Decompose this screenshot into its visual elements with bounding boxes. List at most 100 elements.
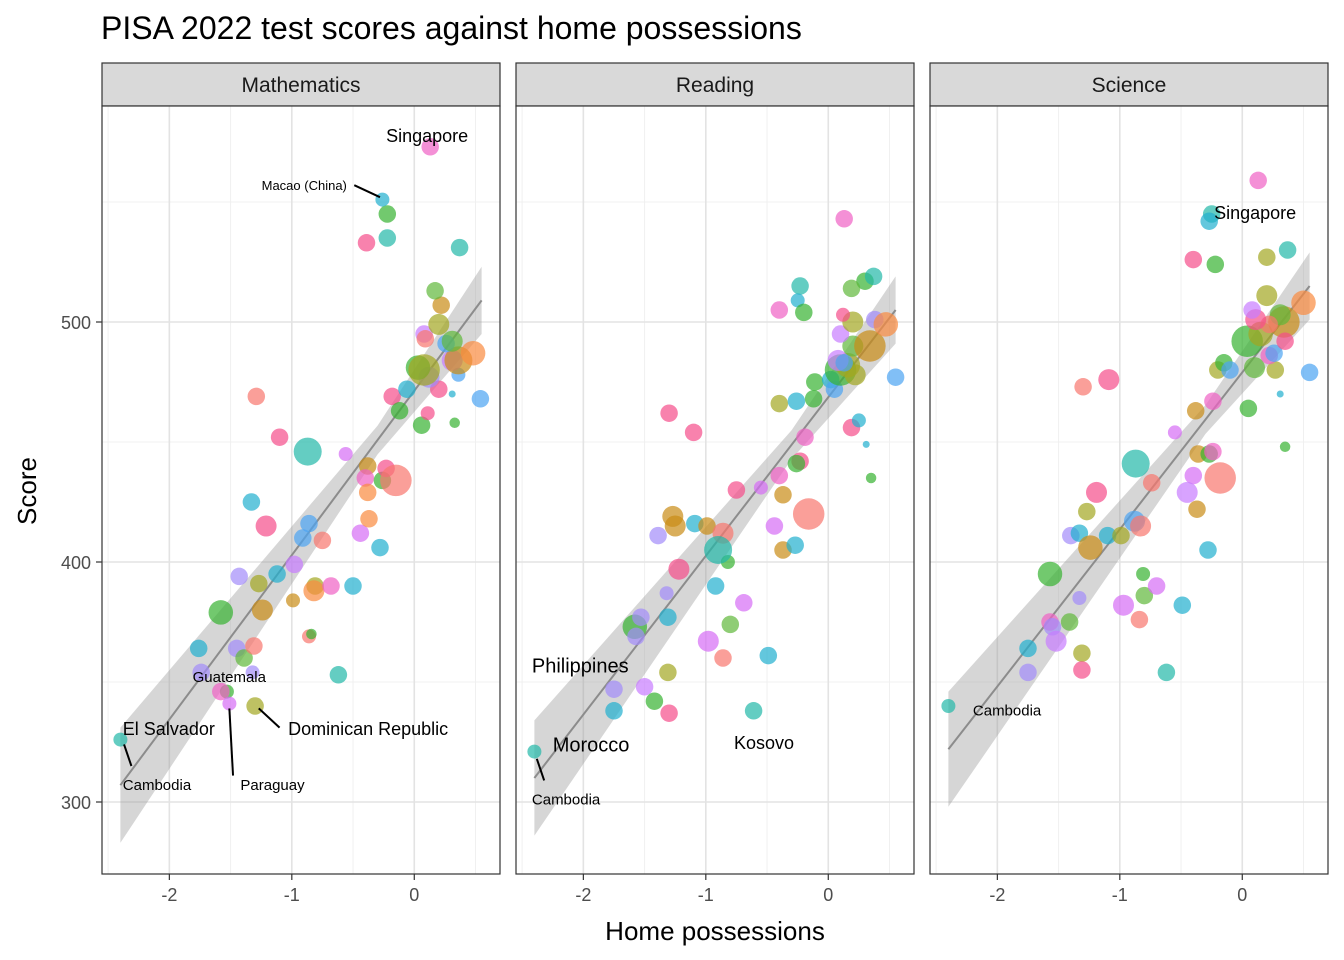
data-point <box>1136 567 1151 581</box>
point-label: El Salvador <box>123 719 215 739</box>
data-point <box>1204 392 1222 410</box>
x-tick-label: -1 <box>1112 885 1128 905</box>
facet-strip-label: Mathematics <box>241 74 360 97</box>
data-point <box>378 229 397 247</box>
data-point <box>660 404 678 422</box>
data-point <box>398 380 416 398</box>
facet-panels: Mathematics Singapore Macao (China) Guatema… <box>61 62 1329 905</box>
panel-border <box>515 105 915 875</box>
facet-strip-label: Reading <box>676 74 754 97</box>
data-point <box>432 296 450 314</box>
data-point <box>1135 586 1154 605</box>
data-point <box>659 586 674 601</box>
data-point <box>1258 248 1276 266</box>
data-point <box>1276 390 1284 398</box>
data-point <box>1266 361 1285 379</box>
data-point <box>765 517 784 535</box>
data-point <box>450 238 469 257</box>
data-point <box>313 531 332 550</box>
point-label: Cambodia <box>123 777 192 794</box>
data-point <box>1142 474 1161 492</box>
data-point <box>351 524 370 542</box>
data-point <box>659 608 677 626</box>
data-point <box>1098 369 1120 391</box>
data-point <box>744 702 763 720</box>
data-point <box>727 481 746 499</box>
data-point <box>831 325 850 343</box>
data-point <box>378 205 397 223</box>
data-point <box>864 267 883 286</box>
data-point <box>1291 290 1316 316</box>
data-point <box>714 649 732 667</box>
data-point <box>306 628 317 640</box>
data-point <box>854 330 886 362</box>
data-point <box>449 417 460 429</box>
facet-strip <box>101 62 501 107</box>
y-tick-label: 400 <box>61 553 91 573</box>
x-tick-label: 0 <box>823 885 833 905</box>
data-point <box>706 577 725 595</box>
data-point <box>1072 591 1087 605</box>
data-point <box>293 437 322 466</box>
point-label: Guatemala <box>193 669 267 686</box>
panel-background <box>930 106 1328 874</box>
data-point <box>787 454 806 473</box>
data-point <box>255 515 277 537</box>
data-point <box>795 303 813 322</box>
data-point <box>1086 481 1107 503</box>
data-point <box>774 486 792 504</box>
point-label: Singapore <box>1214 203 1296 223</box>
data-point <box>1078 502 1096 521</box>
data-point <box>941 699 956 713</box>
data-point <box>230 567 248 586</box>
data-point <box>835 210 853 228</box>
data-point <box>1243 301 1261 319</box>
data-point <box>1300 363 1319 382</box>
data-point <box>1249 171 1267 190</box>
data-point <box>792 498 825 530</box>
data-point <box>735 594 753 612</box>
data-point <box>1204 442 1222 461</box>
data-point <box>408 354 440 386</box>
data-point <box>303 580 325 602</box>
data-point <box>873 312 899 337</box>
data-point <box>796 428 814 446</box>
data-point <box>1112 526 1130 545</box>
data-point <box>192 663 210 682</box>
data-point <box>344 577 362 595</box>
data-point <box>1073 644 1091 662</box>
data-point <box>806 373 824 391</box>
data-point <box>1078 535 1103 560</box>
label-leader-line <box>123 744 133 767</box>
data-point <box>770 466 789 485</box>
data-point <box>471 390 490 408</box>
point-label: Cambodia <box>532 791 601 808</box>
data-point <box>842 279 861 298</box>
data-point <box>851 413 866 428</box>
data-point <box>1244 357 1265 379</box>
data-point <box>605 680 623 698</box>
y-axis-title: Score <box>12 457 42 525</box>
x-tick-label: -1 <box>284 885 300 905</box>
data-point <box>753 480 768 495</box>
data-point <box>770 301 789 319</box>
data-point <box>660 704 678 722</box>
data-point <box>886 368 905 386</box>
data-point <box>1019 663 1037 682</box>
data-point <box>420 406 435 421</box>
x-tick-label: -2 <box>575 885 591 905</box>
data-point <box>360 510 378 528</box>
data-point <box>322 577 340 595</box>
point-label: Singapore <box>386 126 468 146</box>
data-point <box>390 402 409 420</box>
data-point <box>441 330 463 352</box>
data-point <box>242 493 261 511</box>
data-point <box>659 663 677 682</box>
data-point <box>1265 344 1283 362</box>
data-point <box>721 615 740 634</box>
label-leader-line <box>535 758 546 781</box>
label-leader-line <box>353 184 381 199</box>
data-point <box>835 354 853 372</box>
data-point <box>844 364 866 386</box>
panel-border <box>929 105 1329 875</box>
